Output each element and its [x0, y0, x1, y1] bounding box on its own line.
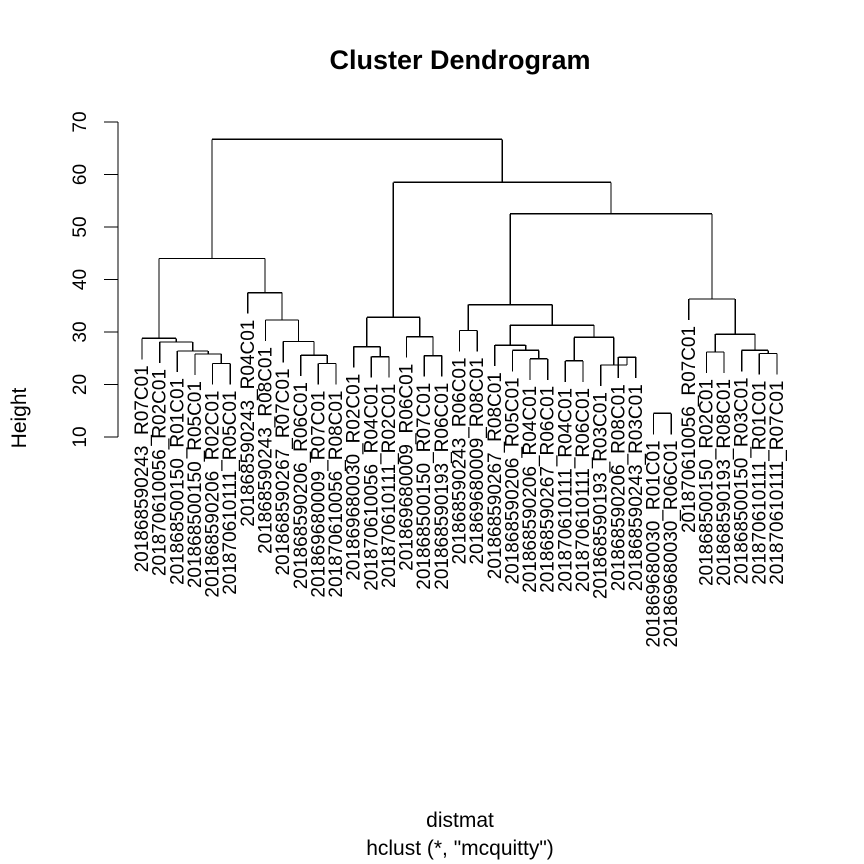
merge-link — [494, 344, 527, 367]
leaf-label: 201868590243_R07C01 — [132, 365, 153, 572]
merge-link — [211, 362, 231, 385]
merge-link — [247, 291, 283, 320]
dendrogram-tree — [141, 138, 778, 435]
merge-link — [211, 138, 503, 259]
merge-link — [564, 360, 584, 382]
merge-link — [405, 336, 434, 358]
merge-link — [458, 329, 478, 352]
leaf-label: 201868590206_R05C01 — [502, 377, 523, 584]
leaf-label: 201868590243_R03C01 — [626, 384, 647, 591]
leaf-label: 201868590267_R07C01 — [273, 368, 294, 575]
leaf-label: 201870610111_R01C01 — [749, 381, 770, 585]
leaf-label: 201869680030_R06C01 — [661, 440, 682, 647]
merge-link — [194, 353, 223, 376]
merge-link — [300, 354, 328, 377]
leaf-label: 201869680009_R06C01 — [397, 364, 418, 571]
merge-link — [509, 324, 595, 346]
leaf-label: 201870610056_R07C01 — [679, 326, 700, 533]
leaf-label: 201870610056_R04C01 — [361, 384, 382, 591]
leaf-label: 201868590243_R06C01 — [450, 357, 471, 564]
leaf-label: 201868590206_R06C01 — [291, 382, 312, 589]
merge-link — [714, 333, 756, 352]
leaf-label: 201868500150_R03C01 — [732, 377, 753, 584]
merge-link — [529, 358, 549, 380]
y-axis-label: Height — [8, 387, 31, 448]
leaf-label: 201868590193_R03C01 — [591, 392, 612, 599]
merge-link — [511, 349, 540, 372]
merge-link — [758, 352, 778, 375]
x-axis-label: distmat — [426, 809, 494, 832]
leaf-label: 201870610111_R05C01 — [220, 391, 241, 595]
leaf-labels: 201868590243_R07C01201870610056_R02C0120… — [132, 320, 788, 648]
leaf-label: 201868590206_R08C01 — [608, 384, 629, 591]
leaf-label: 201868590243_R08C01 — [255, 347, 276, 554]
leaf-label: 201868590206_R02C01 — [203, 391, 224, 598]
merge-link — [317, 362, 337, 385]
x-axis-sublabel: hclust (*, "mcquitty") — [366, 837, 554, 860]
merge-link — [652, 412, 672, 435]
leaf-label: 201869680009_R07C01 — [308, 391, 329, 598]
leaf-label: 201868500150_R05C01 — [185, 381, 206, 588]
y-tick-label: 40 — [70, 269, 91, 290]
leaf-label: 201870610056_R02C01 — [150, 369, 171, 576]
merge-link — [366, 316, 421, 347]
leaf-label: 201868500150_R07C01 — [414, 383, 435, 590]
leaf-label: 201870610111_R07C01 — [767, 381, 788, 585]
leaf-label: 201868590267_R06C01 — [538, 386, 559, 593]
leaf-label: 201868590267_R08C01 — [485, 372, 506, 579]
merge-link — [158, 341, 194, 363]
y-tick-label: 10 — [70, 426, 91, 447]
merge-link — [282, 340, 315, 363]
y-tick-label: 60 — [70, 164, 91, 185]
y-axis: 10 20 30 40 50 60 70 — [70, 111, 119, 448]
leaf-label: 201868500150_R01C01 — [167, 378, 188, 585]
y-tick-label: 20 — [70, 374, 91, 395]
leaf-label: 201868500150_R02C01 — [696, 379, 717, 586]
leaf-label: 201869680030_R02C01 — [344, 374, 365, 581]
leaf-label: 201869680009_R08C01 — [467, 357, 488, 564]
merge-link — [392, 181, 612, 318]
leaf-label: 201870610111_R06C01 — [573, 388, 594, 592]
leaf-label: 201868590193_R08C01 — [714, 379, 735, 586]
merge-link — [370, 356, 390, 378]
leaf-label: 201870610111_R04C01 — [555, 388, 576, 592]
y-tick-label: 50 — [70, 216, 91, 237]
leaf-label: 201870610056_R08C01 — [326, 391, 347, 598]
chart-title: Cluster Dendrogram — [329, 45, 590, 75]
leaf-label: 201868590193_R06C01 — [432, 383, 453, 590]
y-tick-label: 30 — [70, 321, 91, 342]
merge-link — [264, 319, 300, 342]
y-tick-label: 70 — [70, 111, 91, 132]
merge-link — [509, 213, 713, 305]
leaf-label: 201868590243_R04C01 — [238, 320, 259, 527]
merge-link — [423, 354, 443, 377]
leaf-label: 201869680030_R01C01 — [644, 440, 665, 647]
leaf-label: 201870610111_R02C01 — [379, 384, 400, 588]
merge-link — [705, 351, 725, 373]
leaf-label: 201868590206_R04C01 — [520, 386, 541, 593]
